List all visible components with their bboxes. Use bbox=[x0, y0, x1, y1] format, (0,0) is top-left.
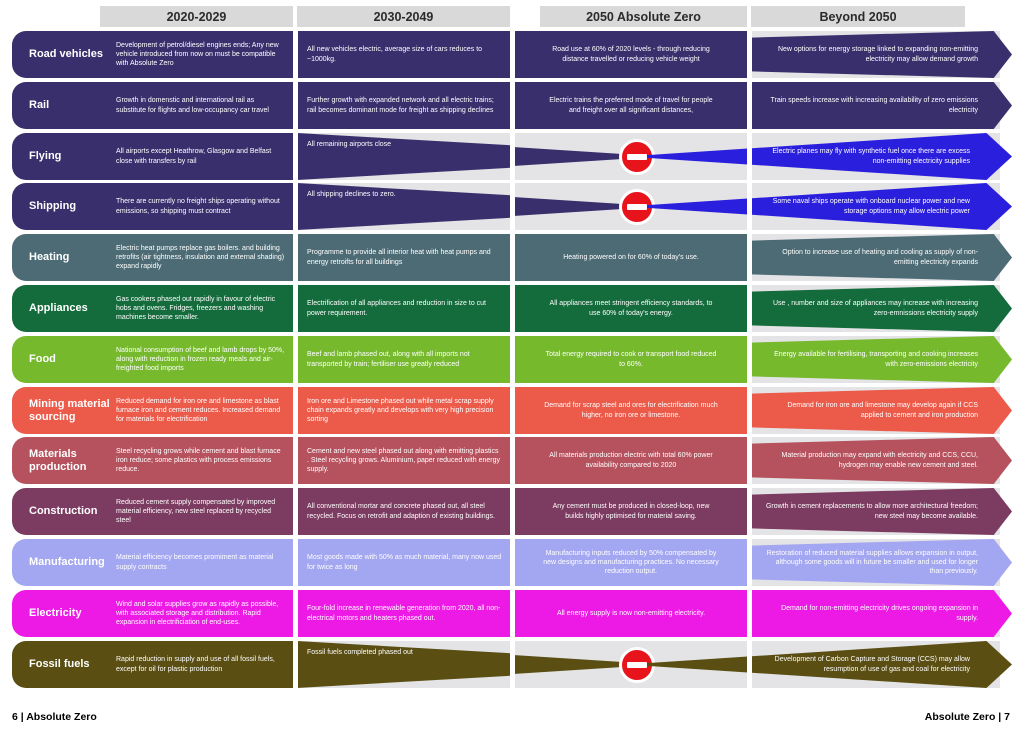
cell-beyond-2050: Growth in cement replacements to allow m… bbox=[765, 503, 978, 520]
row-appliances: Appliances Gas cookers phased out rapidly… bbox=[0, 285, 1024, 332]
cell-beyond-2050: Option to increase use of heating and co… bbox=[782, 249, 978, 266]
cell-2050-absolute-zero: Electric trains the preferred mode of tr… bbox=[549, 97, 713, 114]
header-col-2050-absolute-zero: 2050 Absolute Zero bbox=[540, 6, 747, 27]
beyond-2050-arrow: Demand for non-emitting electricity driv… bbox=[751, 590, 1012, 637]
cell-2030-2049: Iron ore and Limestone phased out while … bbox=[307, 397, 494, 424]
row-label: Heating bbox=[29, 251, 70, 264]
cell-2020-2029: Wind and solar supplies grow as rapidly … bbox=[116, 600, 279, 627]
cell-beyond-2050: Material production may expand with elec… bbox=[781, 452, 978, 469]
row-shipping: Shipping There are currently no freight s… bbox=[0, 183, 1024, 230]
cell-2020-2029: Development of petrol/diesel engines end… bbox=[116, 41, 279, 68]
cell-beyond-2050: Use , number and size of appliances may … bbox=[772, 300, 978, 317]
row-heating: Heating Electric heat pumps replace gas b… bbox=[0, 234, 1024, 281]
cell-2030-2049: All shipping declines to zero. bbox=[307, 191, 396, 198]
row-label: Construction bbox=[29, 505, 98, 518]
cell-2020-2029: Material efficiency becomes promiment as… bbox=[116, 554, 274, 571]
cell-2020-2029: Reduced demand for iron ore and limeston… bbox=[116, 397, 281, 424]
cell-beyond-2050: Development of Carbon Capture and Storag… bbox=[774, 656, 970, 673]
row-food: Food National consumption of beef and lam… bbox=[0, 336, 1024, 383]
row-mining-material-sourcing: Mining material sourcing Reduced demand f… bbox=[0, 387, 1024, 434]
row-label: Manufacturing bbox=[29, 556, 105, 569]
cell-2020-2029: National consumption of beef and lamb dr… bbox=[116, 346, 285, 373]
beyond-2050-arrow: Energy available for fertilising, transp… bbox=[751, 336, 1012, 383]
row-label: Rail bbox=[29, 99, 50, 112]
row-rail: Rail Growth in domenstic and internationa… bbox=[0, 82, 1024, 129]
cell-2020-2029: There are currently no freight ships ope… bbox=[116, 198, 280, 215]
row-label: Materials production bbox=[29, 447, 87, 473]
row-label: Road vehicles bbox=[29, 48, 103, 61]
cell-2020-2029: Rapid reduction in supply and use of all… bbox=[116, 656, 275, 673]
row-materials-production: Materials production Steel recycling grow… bbox=[0, 437, 1024, 484]
beyond-2050-arrow: Growth in cement replacements to allow m… bbox=[751, 488, 1012, 535]
row-label: Mining material sourcing bbox=[29, 397, 110, 423]
beyond-2050-arrow: Use , number and size of appliances may … bbox=[751, 285, 1012, 332]
cell-2030-2049: All conventional mortar and concrete pha… bbox=[307, 503, 495, 520]
cell-2030-2049: Beef and lamb phased out, along with all… bbox=[307, 351, 470, 368]
cell-2050-absolute-zero: Demand for scrap steel and ores for elec… bbox=[544, 402, 718, 419]
cell-beyond-2050: Energy available for fertilising, transp… bbox=[774, 351, 978, 368]
row-label: Shipping bbox=[29, 200, 77, 213]
cell-2050-absolute-zero: Total energy required to cook or transpo… bbox=[545, 351, 717, 368]
row-label: Fossil fuels bbox=[29, 658, 90, 671]
cell-2020-2029: Electric heat pumps replace gas boilers.… bbox=[116, 244, 285, 271]
row-label: Electricity bbox=[29, 607, 82, 620]
cell-beyond-2050: Train speeds increase with increasing av… bbox=[770, 97, 978, 114]
cell-2050-absolute-zero: Manufacturing inputs reduced by 50% comp… bbox=[543, 549, 719, 576]
cell-beyond-2050: Some naval ships operate with onboard nu… bbox=[772, 198, 970, 215]
no-entry-bar bbox=[627, 153, 647, 160]
beyond-2050-arrow: Restoration of reduced material supplies… bbox=[751, 539, 1012, 586]
cell-2030-2049: Cement and new steel phased out along wi… bbox=[307, 447, 500, 474]
cell-2020-2029: Reduced cement supply compensated by imp… bbox=[116, 498, 276, 525]
row-electricity: Electricity Wind and solar supplies grow … bbox=[0, 590, 1024, 637]
cell-2030-2049: All new vehicles electric, average size … bbox=[307, 46, 483, 63]
cell-2020-2029: Gas cookers phased out rapidly in favour… bbox=[116, 295, 276, 322]
cell-2030-2049: All remaining airports close bbox=[307, 141, 392, 148]
beyond-2050-arrow: New options for energy storage linked to… bbox=[751, 31, 1012, 78]
cell-beyond-2050: New options for energy storage linked to… bbox=[777, 46, 978, 63]
cell-2050-absolute-zero: All appliances meet stringent efficiency… bbox=[549, 300, 713, 317]
beyond-2050-arrow: Train speeds increase with increasing av… bbox=[751, 82, 1012, 129]
row-label: Appliances bbox=[29, 302, 88, 315]
no-entry-bar bbox=[627, 661, 647, 668]
cell-2050-absolute-zero: All energy supply is now non-emitting el… bbox=[556, 609, 706, 617]
cell-2020-2029: Steel recycling grows while cement and b… bbox=[116, 447, 281, 474]
no-entry-bar bbox=[627, 203, 647, 210]
column-divider bbox=[293, 30, 298, 691]
row-fossil-fuels: Fossil fuels Rapid reduction in supply an… bbox=[0, 641, 1024, 688]
cell-2050-absolute-zero: Any cement must be produced in closed-lo… bbox=[552, 503, 710, 520]
cell-2050-absolute-zero: Road use at 60% of 2020 levels - through… bbox=[552, 46, 710, 63]
row-label: Food bbox=[29, 353, 56, 366]
cell-beyond-2050: Demand for non-emitting electricity driv… bbox=[781, 605, 978, 622]
header-col-2020-2029: 2020-2029 bbox=[100, 6, 293, 27]
cell-2050-absolute-zero: Heating powered on for 60% of today's us… bbox=[563, 253, 699, 261]
row-label: Flying bbox=[29, 150, 62, 163]
cell-2030-2049: Four-fold increase in renewable generati… bbox=[307, 605, 501, 622]
cell-2050-absolute-zero: All materials production electric with t… bbox=[549, 452, 713, 469]
page-number-right: Absolute Zero | 7 bbox=[924, 711, 1010, 723]
row-construction: Construction Reduced cement supply compen… bbox=[0, 488, 1024, 535]
cell-beyond-2050: Electric planes may fly with synthetic f… bbox=[772, 148, 970, 165]
cell-2030-2049: Programme to provide all interior heat w… bbox=[307, 249, 491, 266]
cell-beyond-2050: Restoration of reduced material supplies… bbox=[766, 549, 978, 576]
column-divider bbox=[510, 30, 515, 691]
timeline-rows: Road vehicles Development of petrol/diese… bbox=[0, 31, 1024, 688]
cell-2030-2049: Most goods made with 50% as much materia… bbox=[307, 554, 502, 571]
row-road-vehicles: Road vehicles Development of petrol/diese… bbox=[0, 31, 1024, 78]
cell-2030-2049: Electrification of all appliances and re… bbox=[307, 300, 486, 317]
header-col-beyond-2050: Beyond 2050 bbox=[751, 6, 965, 27]
beyond-2050-arrow: Demand for iron ore and limestone may de… bbox=[751, 387, 1012, 434]
cell-beyond-2050: Demand for iron ore and limestone may de… bbox=[787, 402, 978, 419]
row-manufacturing: Manufacturing Material efficiency becomes… bbox=[0, 539, 1024, 586]
row-flying: Flying All airports except Heathrow, Glas… bbox=[0, 133, 1024, 180]
header-col-2030-2049: 2030-2049 bbox=[297, 6, 510, 27]
beyond-2050-arrow: Material production may expand with elec… bbox=[751, 437, 1012, 484]
beyond-2050-arrow: Option to increase use of heating and co… bbox=[751, 234, 1012, 281]
cell-2030-2049: Further growth with expanded network and… bbox=[307, 97, 494, 114]
cell-2020-2029: Growth in domenstic and international ra… bbox=[116, 97, 269, 114]
cell-2030-2049: Fossil fuels completed phased out bbox=[307, 649, 413, 656]
column-divider bbox=[747, 30, 752, 691]
page-number-left: 6 | Absolute Zero bbox=[12, 711, 97, 723]
cell-2020-2029: All airports except Heathrow, Glasgow an… bbox=[116, 148, 272, 165]
